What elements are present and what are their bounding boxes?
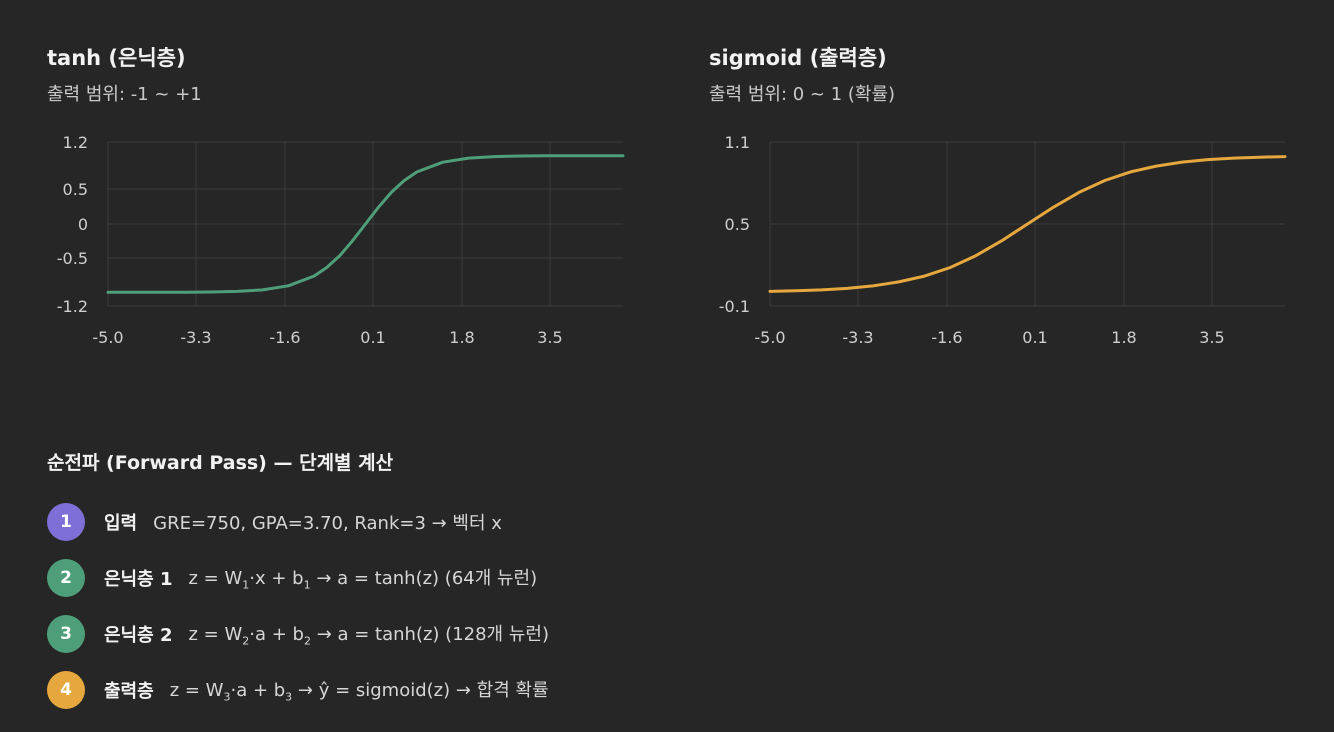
tanh-x-tick-label: -1.6: [269, 328, 300, 347]
forward-pass-title: 순전파 (Forward Pass) — 단계별 계산: [47, 452, 394, 474]
step-3-formula-part-c: → a = tanh(z) (128개 뉴런): [310, 624, 549, 646]
step-3: 3 은닉층 2 z = W2·a + b2 → a = tanh(z) (128…: [47, 615, 549, 653]
step-3-formula-part-b: ·a + b: [249, 624, 304, 646]
sigmoid-y-tick-label: 0.5: [725, 215, 750, 234]
step-3-badge: 3: [47, 615, 85, 653]
step-1-label: 입력: [104, 513, 138, 534]
sigmoid-chart-subtitle: 출력 범위: 0 ~ 1 (확률): [709, 84, 896, 105]
tanh-y-tick-label: 0.5: [63, 180, 88, 199]
step-4: 4 출력층 z = W3·a + b3 → ŷ = sigmoid(z) → 합…: [47, 671, 549, 709]
step-1-formula: GRE=750, GPA=3.70, Rank=3 → 벡터 x: [153, 509, 502, 535]
step-4-badge: 4: [47, 671, 85, 709]
tanh-y-tick-label: 1.2: [63, 133, 88, 152]
sigmoid-series-line: [768, 155, 1287, 293]
step-4-formula-sub-b: 3: [285, 690, 293, 704]
tanh-x-tick-label: 1.8: [449, 328, 474, 347]
step-3-label: 은닉층 2: [104, 625, 173, 646]
step-2-formula-part-a: z = W: [188, 568, 243, 590]
sigmoid-x-tick-label: 0.1: [1022, 328, 1047, 347]
step-3-formula-sub-b: 2: [303, 634, 311, 648]
sigmoid-x-tick-label: -1.6: [931, 328, 962, 347]
step-4-formula-part-a: z = W: [169, 680, 224, 702]
step-2-label: 은닉층 1: [104, 569, 173, 590]
step-3-formula-sub-w: 2: [242, 634, 250, 648]
step-4-formula-part-b: ·a + b: [230, 680, 286, 702]
step-2-formula-sub-b: 1: [303, 578, 311, 592]
tanh-chart-subtitle: 출력 범위: -1 ~ +1: [47, 84, 202, 105]
step-4-formula-part-c: → ŷ = sigmoid(z) → 합격 확률: [292, 680, 549, 702]
step-2-formula-sub-w: 1: [242, 578, 250, 592]
step-4-formula: z = W3·a + b3 → ŷ = sigmoid(z) → 합격 확률: [170, 676, 549, 704]
step-4-formula-sub-w: 3: [223, 690, 231, 704]
step-2-formula-part-b: ·x + b: [249, 568, 304, 590]
tanh-x-tick-label: 0.1: [360, 328, 385, 347]
sigmoid-chart-title: sigmoid (출력층): [709, 46, 887, 70]
tanh-series-line: [106, 154, 625, 294]
tanh-plot: 1.2 0.5 0 -0.5 -1.2-5.0 -3.3 -1.6 0.1 1.8 3.5: [57, 133, 625, 347]
tanh-y-tick-label: -1.2: [57, 297, 88, 316]
step-2-formula-part-c: → a = tanh(z) (64개 뉴런): [310, 568, 538, 590]
step-3-formula: z = W2·a + b2 → a = tanh(z) (128개 뉴런): [188, 620, 549, 648]
step-1: 1 입력 GRE=750, GPA=3.70, Rank=3 → 벡터 x: [47, 503, 502, 541]
tanh-chart-panel: tanh (은닉층) 출력 범위: -1 ~ +1 1.2 0.5 0 -0.5 -1.…: [47, 0, 647, 380]
tanh-x-tick-label: 3.5: [537, 328, 562, 347]
sigmoid-chart-panel: sigmoid (출력층) 출력 범위: 0 ~ 1 (확률) 1.1 0.5 -0…: [709, 0, 1309, 380]
sigmoid-y-tick-label: 1.1: [725, 133, 750, 152]
tanh-x-tick-label: -3.3: [180, 328, 211, 347]
sigmoid-x-tick-label: -5.0: [754, 328, 785, 347]
sigmoid-y-tick-label: -0.1: [719, 297, 750, 316]
tanh-y-tick-label: -0.5: [57, 249, 88, 268]
tanh-chart-title: tanh (은닉층): [47, 46, 186, 70]
sigmoid-plot: 1.1 0.5 -0.1-5.0 -3.3 -1.6 0.1 1.8 3.5: [719, 133, 1287, 347]
step-3-formula-part-a: z = W: [188, 624, 243, 646]
tanh-x-tick-label: -5.0: [92, 328, 123, 347]
step-1-badge: 1: [47, 503, 85, 541]
tanh-y-tick-label: 0: [78, 215, 88, 234]
step-4-label: 출력층: [104, 681, 154, 702]
sigmoid-x-tick-label: 3.5: [1199, 328, 1224, 347]
step-2-badge: 2: [47, 559, 85, 597]
step-2: 2 은닉층 1 z = W1·x + b1 → a = tanh(z) (64개…: [47, 559, 537, 597]
step-1-formula-text: GRE=750, GPA=3.70, Rank=3 → 벡터 x: [153, 513, 502, 534]
sigmoid-x-tick-label: 1.8: [1111, 328, 1136, 347]
step-2-formula: z = W1·x + b1 → a = tanh(z) (64개 뉴런): [188, 564, 537, 592]
sigmoid-x-tick-label: -3.3: [842, 328, 873, 347]
